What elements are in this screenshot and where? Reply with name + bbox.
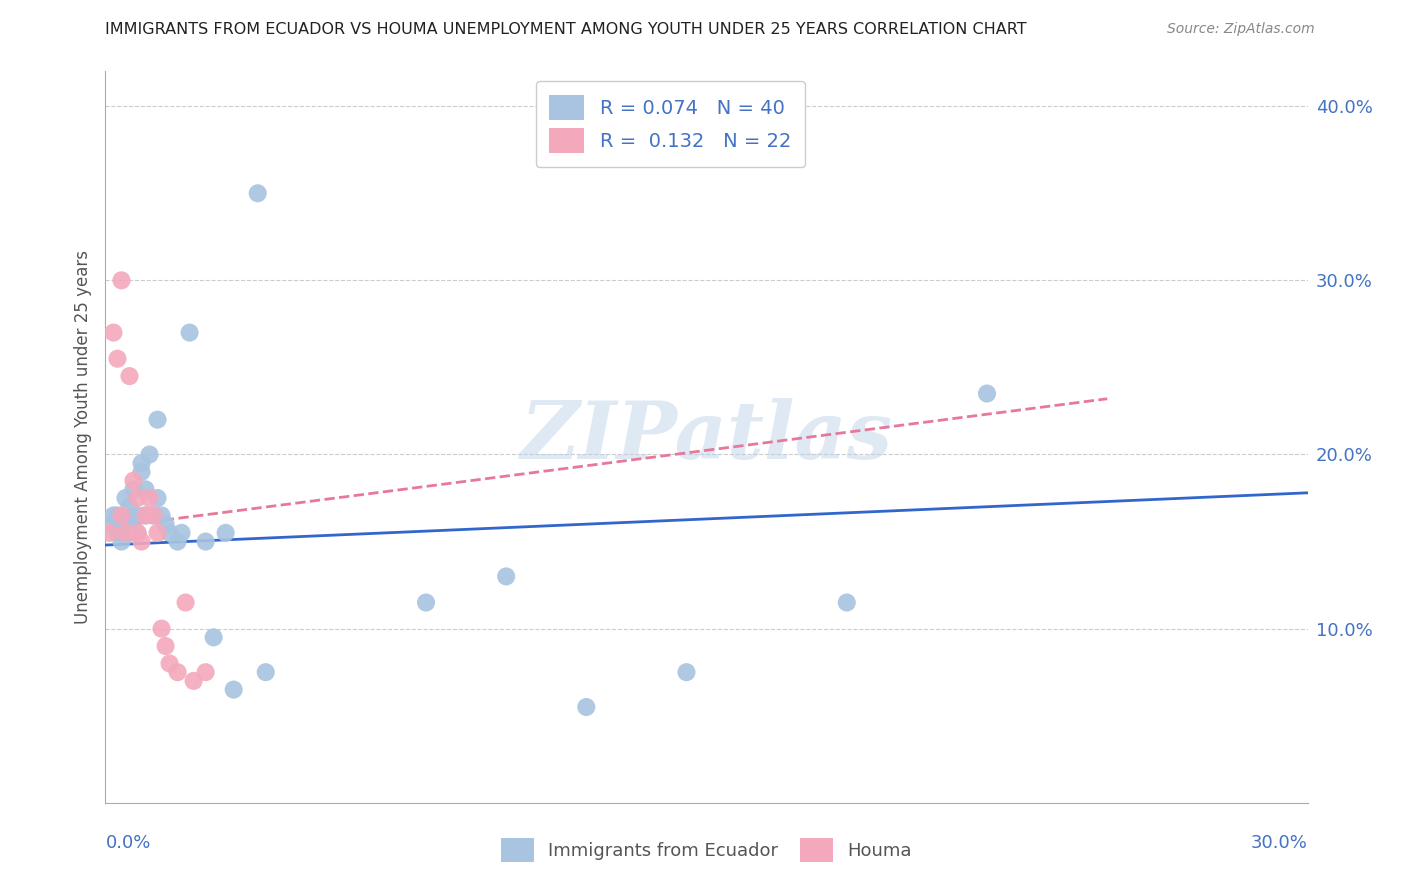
Point	[135, 508, 157, 523]
Point	[98, 525, 121, 540]
Point	[103, 508, 125, 523]
Point	[107, 508, 129, 523]
Point	[103, 326, 125, 340]
Text: 30.0%: 30.0%	[1251, 834, 1308, 852]
Point	[127, 525, 149, 540]
Point	[122, 474, 145, 488]
Point	[150, 622, 173, 636]
Y-axis label: Unemployment Among Youth under 25 years: Unemployment Among Youth under 25 years	[73, 250, 91, 624]
Point	[202, 631, 225, 645]
Point	[110, 273, 132, 287]
Text: ZIPatlas: ZIPatlas	[520, 399, 893, 475]
Point	[415, 595, 437, 609]
Point	[146, 412, 169, 426]
Point	[150, 508, 173, 523]
Point	[976, 386, 998, 401]
Point	[135, 508, 157, 523]
Point	[159, 657, 181, 671]
Text: Source: ZipAtlas.com: Source: ZipAtlas.com	[1167, 22, 1315, 37]
Point	[107, 351, 129, 366]
Point	[114, 491, 136, 505]
Point	[107, 525, 129, 540]
Point	[131, 456, 153, 470]
Point	[142, 508, 165, 523]
Text: 0.0%: 0.0%	[105, 834, 150, 852]
Point	[166, 665, 188, 680]
Point	[114, 517, 136, 532]
Point	[98, 517, 121, 532]
Point	[183, 673, 205, 688]
Point	[138, 491, 160, 505]
Point	[146, 491, 169, 505]
Point	[222, 682, 245, 697]
Point	[246, 186, 269, 201]
Text: IMMIGRANTS FROM ECUADOR VS HOUMA UNEMPLOYMENT AMONG YOUTH UNDER 25 YEARS CORRELA: IMMIGRANTS FROM ECUADOR VS HOUMA UNEMPLO…	[105, 22, 1026, 37]
Point	[495, 569, 517, 583]
Point	[131, 465, 153, 479]
Point	[127, 491, 149, 505]
Point	[166, 534, 188, 549]
Point	[114, 525, 136, 540]
Point	[155, 639, 177, 653]
Point	[254, 665, 277, 680]
Point	[675, 665, 697, 680]
Point	[138, 448, 160, 462]
Point	[194, 534, 217, 549]
Point	[122, 508, 145, 523]
Point	[135, 483, 157, 497]
Point	[110, 517, 132, 532]
Point	[214, 525, 236, 540]
Point	[131, 534, 153, 549]
Point	[110, 508, 132, 523]
Point	[159, 525, 181, 540]
Point	[110, 534, 132, 549]
Legend: Immigrants from Ecuador, Houma: Immigrants from Ecuador, Houma	[492, 830, 921, 871]
Point	[142, 508, 165, 523]
Point	[127, 525, 149, 540]
Point	[194, 665, 217, 680]
Point	[122, 483, 145, 497]
Point	[118, 369, 141, 384]
Point	[174, 595, 197, 609]
Point	[118, 500, 141, 514]
Point	[575, 700, 598, 714]
Point	[127, 508, 149, 523]
Point	[146, 525, 169, 540]
Point	[835, 595, 858, 609]
Point	[155, 517, 177, 532]
Point	[118, 525, 141, 540]
Point	[179, 326, 201, 340]
Point	[170, 525, 193, 540]
